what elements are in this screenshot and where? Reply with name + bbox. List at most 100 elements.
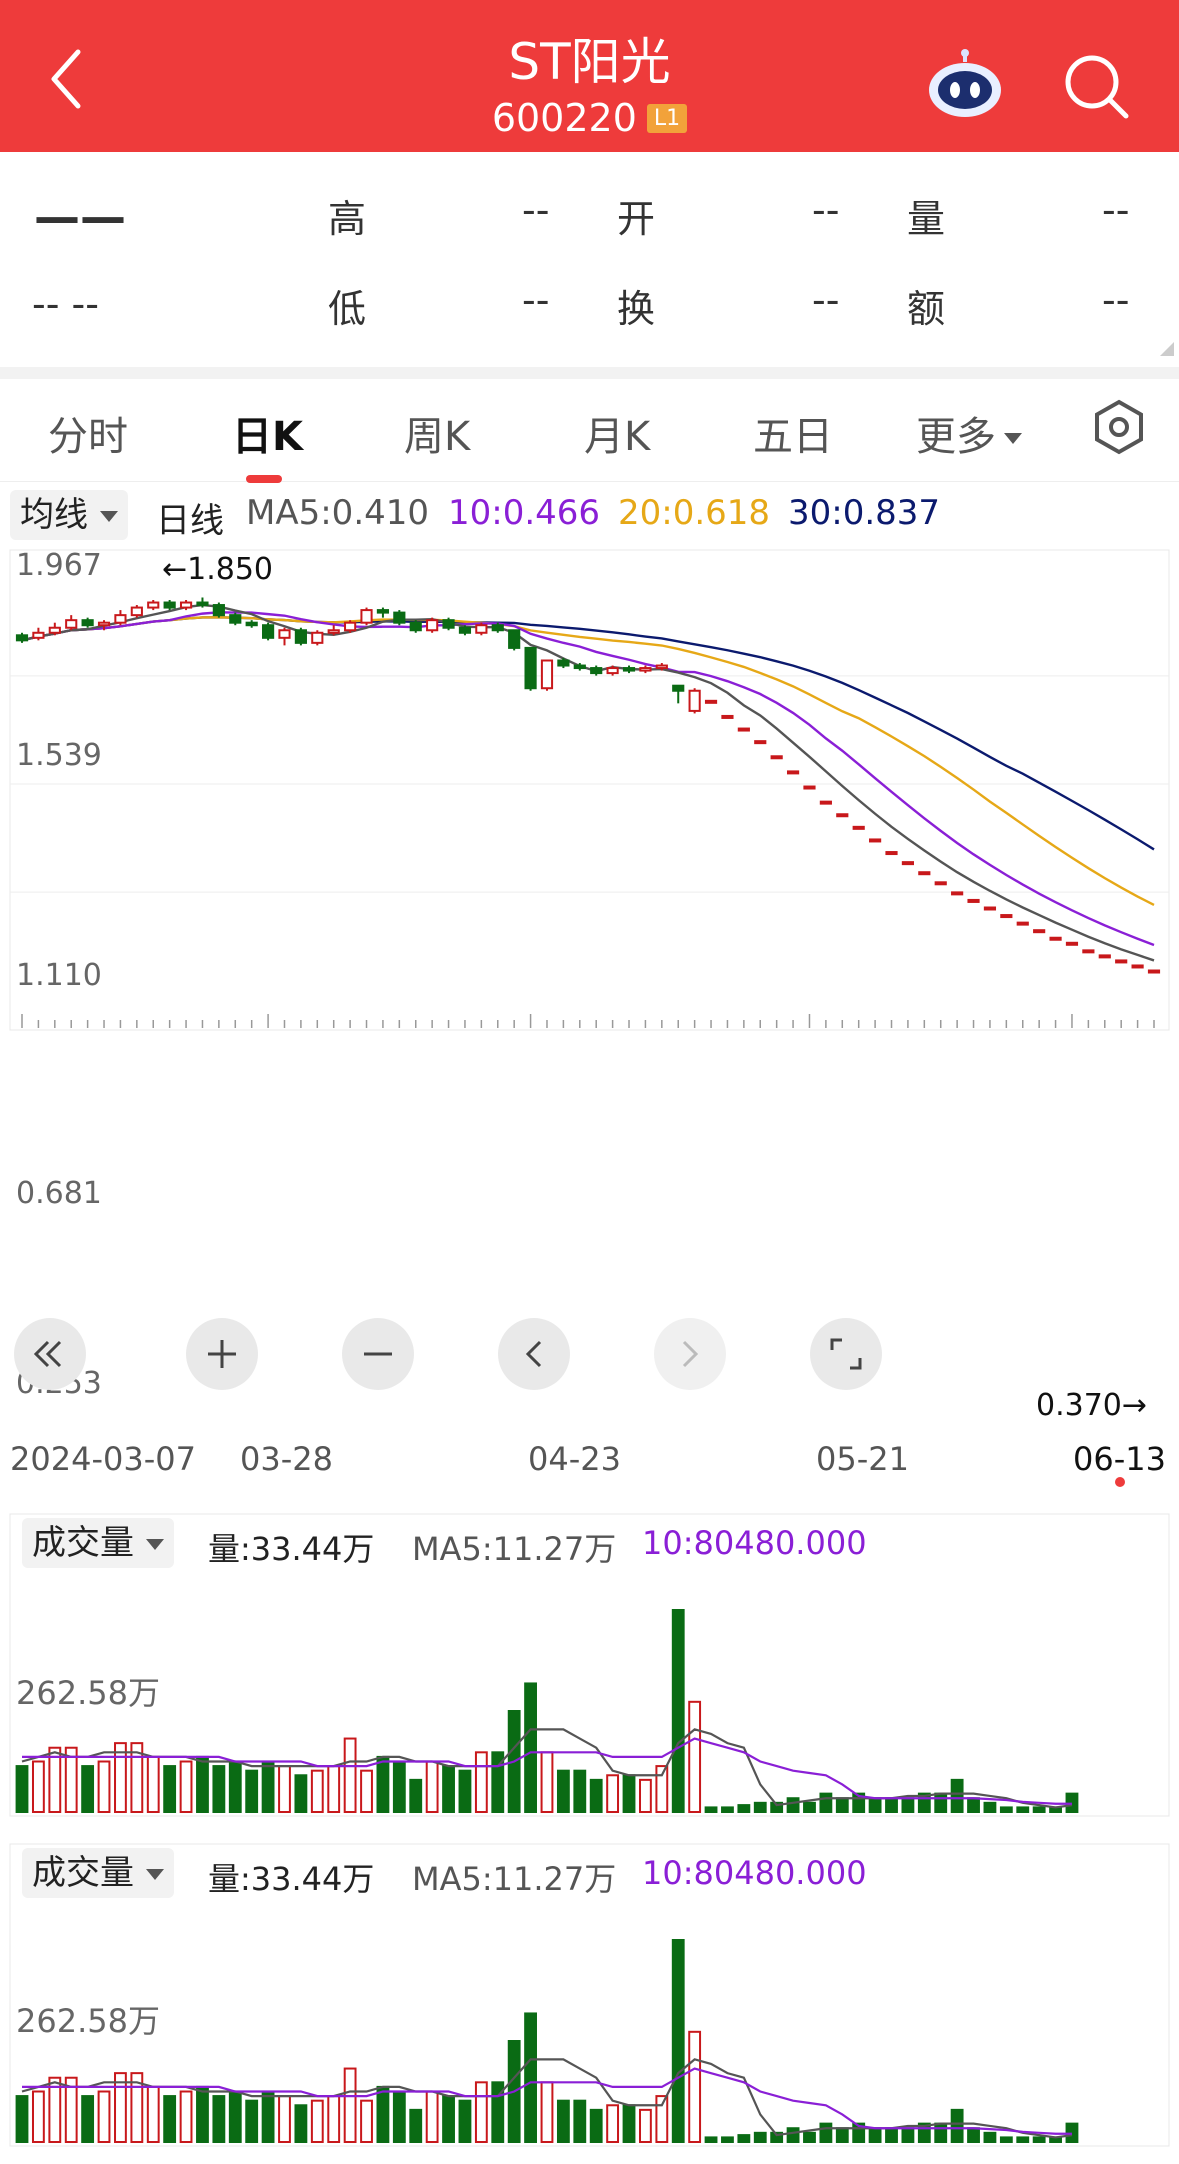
- volume-selector[interactable]: 成交量: [22, 1518, 174, 1568]
- candle-body: [1098, 954, 1111, 959]
- volume-bar: [803, 2131, 816, 2143]
- zoom-in-button[interactable]: [186, 1318, 258, 1390]
- candle-body: [869, 838, 882, 843]
- tab-intraday[interactable]: 分时: [48, 414, 128, 460]
- volume-bar: [917, 2122, 931, 2143]
- jump-start-button[interactable]: [14, 1318, 86, 1390]
- volume-bar: [671, 1939, 685, 2143]
- chart-frame: [9, 549, 1170, 1031]
- chevron-right-icon: [682, 1340, 699, 1368]
- candle-body: [97, 621, 111, 627]
- volume-bar: [983, 1801, 997, 1813]
- volume-bar: [425, 1760, 439, 1813]
- volume-chart[interactable]: [0, 1510, 1179, 1820]
- volume-bar: [983, 2131, 997, 2143]
- zoom-out-button[interactable]: [342, 1318, 414, 1390]
- candle-body: [704, 699, 718, 704]
- volume-bar: [245, 2099, 259, 2144]
- stock-name: ST阳光: [508, 33, 671, 91]
- candle-body: [737, 727, 750, 732]
- robot-assistant-icon[interactable]: [925, 48, 1005, 120]
- turnover-label: 换: [617, 287, 656, 331]
- volume-bar: [64, 1746, 78, 1814]
- volume-bar: [114, 1742, 127, 1814]
- volume-bar: [1032, 2136, 1046, 2143]
- volume-bar: [163, 1765, 177, 1814]
- volume-bar: [737, 2134, 751, 2144]
- scroll-right-button[interactable]: [654, 1318, 726, 1390]
- volume-ma10-line: [22, 2067, 1072, 2135]
- candle-body: [1065, 941, 1079, 946]
- candle-body: [1131, 964, 1144, 969]
- tab-monthly-k[interactable]: 月K: [584, 414, 651, 460]
- tab-weekly-k[interactable]: 周K: [404, 414, 471, 460]
- volume-chart[interactable]: [0, 1840, 1179, 2150]
- tab-daily-k[interactable]: 日K: [232, 414, 303, 460]
- volume-bar: [179, 1760, 193, 1813]
- volume-bar: [606, 1774, 620, 1814]
- kline-chart[interactable]: [0, 540, 1179, 1540]
- double-chevron-left-icon: [33, 1340, 62, 1368]
- volume-bar: [81, 1765, 95, 1814]
- volume-frame: [9, 1843, 1170, 2147]
- candle-body: [163, 601, 176, 609]
- chevron-left-icon: [525, 1340, 542, 1368]
- ma20-value: 20:0.618: [618, 493, 771, 533]
- candle-body: [491, 624, 504, 632]
- expand-corner-icon[interactable]: [1160, 342, 1174, 356]
- volume-bar: [130, 1742, 144, 1814]
- volume-value: 量:33.44万: [208, 1530, 375, 1568]
- candle-body: [1049, 936, 1062, 941]
- caret-down-icon: [146, 1869, 164, 1880]
- open-label: 开: [617, 197, 656, 241]
- ma-selector[interactable]: 均线: [10, 490, 128, 540]
- volume-ma10: 10:80480.000: [642, 1524, 867, 1562]
- volume-bar: [901, 1797, 915, 1813]
- high-label: 高: [328, 197, 367, 241]
- search-icon[interactable]: [1062, 52, 1130, 120]
- price-axis-label: 1.110: [16, 958, 102, 993]
- candle-body: [81, 619, 94, 627]
- volume-bar: [491, 2081, 505, 2143]
- minus-icon: [364, 1352, 392, 1356]
- plus-icon: [208, 1340, 236, 1368]
- volume-bar: [458, 1769, 472, 1814]
- volume-bar: [48, 2076, 62, 2144]
- volume-bar: [31, 2090, 45, 2143]
- tab-five-day[interactable]: 五日: [753, 414, 833, 460]
- fullscreen-button[interactable]: [810, 1318, 882, 1390]
- date-axis-label: 2024-03-07: [10, 1440, 196, 1478]
- volume-bar: [967, 1797, 980, 1813]
- volume-bar: [163, 2095, 177, 2144]
- volume-bar: [655, 1765, 669, 1814]
- volume-bar: [819, 2122, 833, 2143]
- candle-body: [557, 659, 570, 667]
- volume-bar: [967, 2127, 980, 2143]
- candle-body: [32, 631, 45, 639]
- candle-body: [442, 619, 455, 629]
- volume-bar: [376, 2085, 390, 2143]
- low-value: --: [522, 278, 550, 322]
- candle-body: [573, 664, 586, 670]
- caret-down-icon: [1004, 433, 1022, 444]
- volume-bar: [310, 2099, 324, 2144]
- candle-body: [327, 629, 340, 634]
- volume-bar: [196, 1755, 209, 1813]
- volume-bar: [671, 1609, 685, 1813]
- volume-ma5: MA5:11.27万: [412, 1860, 617, 1898]
- candle-body: [179, 601, 193, 609]
- volume-bar: [442, 2095, 455, 2144]
- candle-body: [885, 851, 898, 856]
- low-label: 低: [328, 287, 367, 331]
- back-icon[interactable]: [40, 44, 100, 114]
- scroll-left-button[interactable]: [498, 1318, 570, 1390]
- candle-body: [344, 621, 357, 632]
- tab-more[interactable]: 更多: [916, 404, 1022, 462]
- high-value: --: [522, 188, 550, 232]
- volume-selector[interactable]: 成交量: [22, 1848, 174, 1898]
- volume-bar: [474, 2081, 488, 2143]
- volume-bar: [835, 1797, 849, 1813]
- ma30-line: [21, 616, 1155, 851]
- settings-icon[interactable]: [1090, 398, 1148, 456]
- volume-bar: [294, 1774, 308, 1814]
